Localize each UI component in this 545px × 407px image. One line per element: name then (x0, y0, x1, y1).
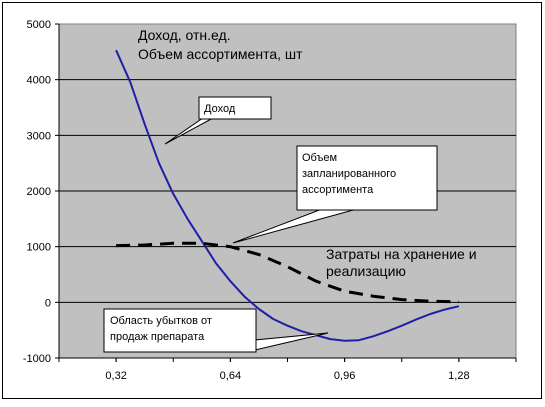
chart-title-line-1: Доход, отн.ед. (138, 27, 231, 43)
annotation-plan: Объем запланированного ассортимента (232, 145, 438, 244)
x-tick-label: 0,64 (220, 370, 241, 382)
y-tick-label: 1000 (27, 242, 51, 254)
y-tick-label: -1000 (23, 353, 51, 365)
annotation-zatraty: Затраты на хранение и реализацию (326, 246, 477, 279)
annotation-plan-text-2: запланированного (302, 168, 396, 180)
y-tick-label: 3000 (27, 130, 51, 142)
x-tick-label: 0,96 (334, 370, 355, 382)
annotation-dohod-box (198, 96, 272, 120)
gridlines (59, 79, 516, 303)
annotation-dohod-text: Доход (204, 103, 236, 115)
annotation-zatraty-text-2: реализацию (326, 263, 406, 279)
annotation-plan-box (296, 145, 438, 211)
x-tick-label: 0,32 (105, 370, 126, 382)
y-axis-ticks: -1000 0 1000 2000 3000 4000 5000 (23, 19, 60, 365)
annotation-zatraty-text-1: Затраты на хранение и (326, 246, 477, 262)
y-tick-label: 0 (45, 297, 51, 309)
series-group (115, 49, 460, 342)
chart-title-line-2: Объем ассортимента, шт (138, 46, 303, 62)
annotation-plan-text-3: ассортимента (302, 184, 374, 196)
y-tick-label: 4000 (27, 75, 51, 87)
series-line-1 (116, 241, 459, 304)
annotation-plan-text-1: Объем (302, 152, 337, 164)
y-tick-label: 2000 (27, 186, 51, 198)
annotation-dohod: Доход (164, 96, 272, 145)
x-tick-label: 1,28 (448, 370, 469, 382)
annotation-loss: Область убытков от продаж препарата (103, 308, 329, 353)
annotation-loss-text-1: Область убытков от (110, 315, 212, 327)
series-line-0 (115, 49, 460, 342)
annotation-loss-text-2: продаж препарата (110, 331, 205, 343)
annotation-loss-box (103, 308, 257, 353)
y-tick-label: 5000 (27, 19, 51, 31)
x-axis-ticks: 0,32 0,64 0,96 1,28 (58, 357, 517, 382)
